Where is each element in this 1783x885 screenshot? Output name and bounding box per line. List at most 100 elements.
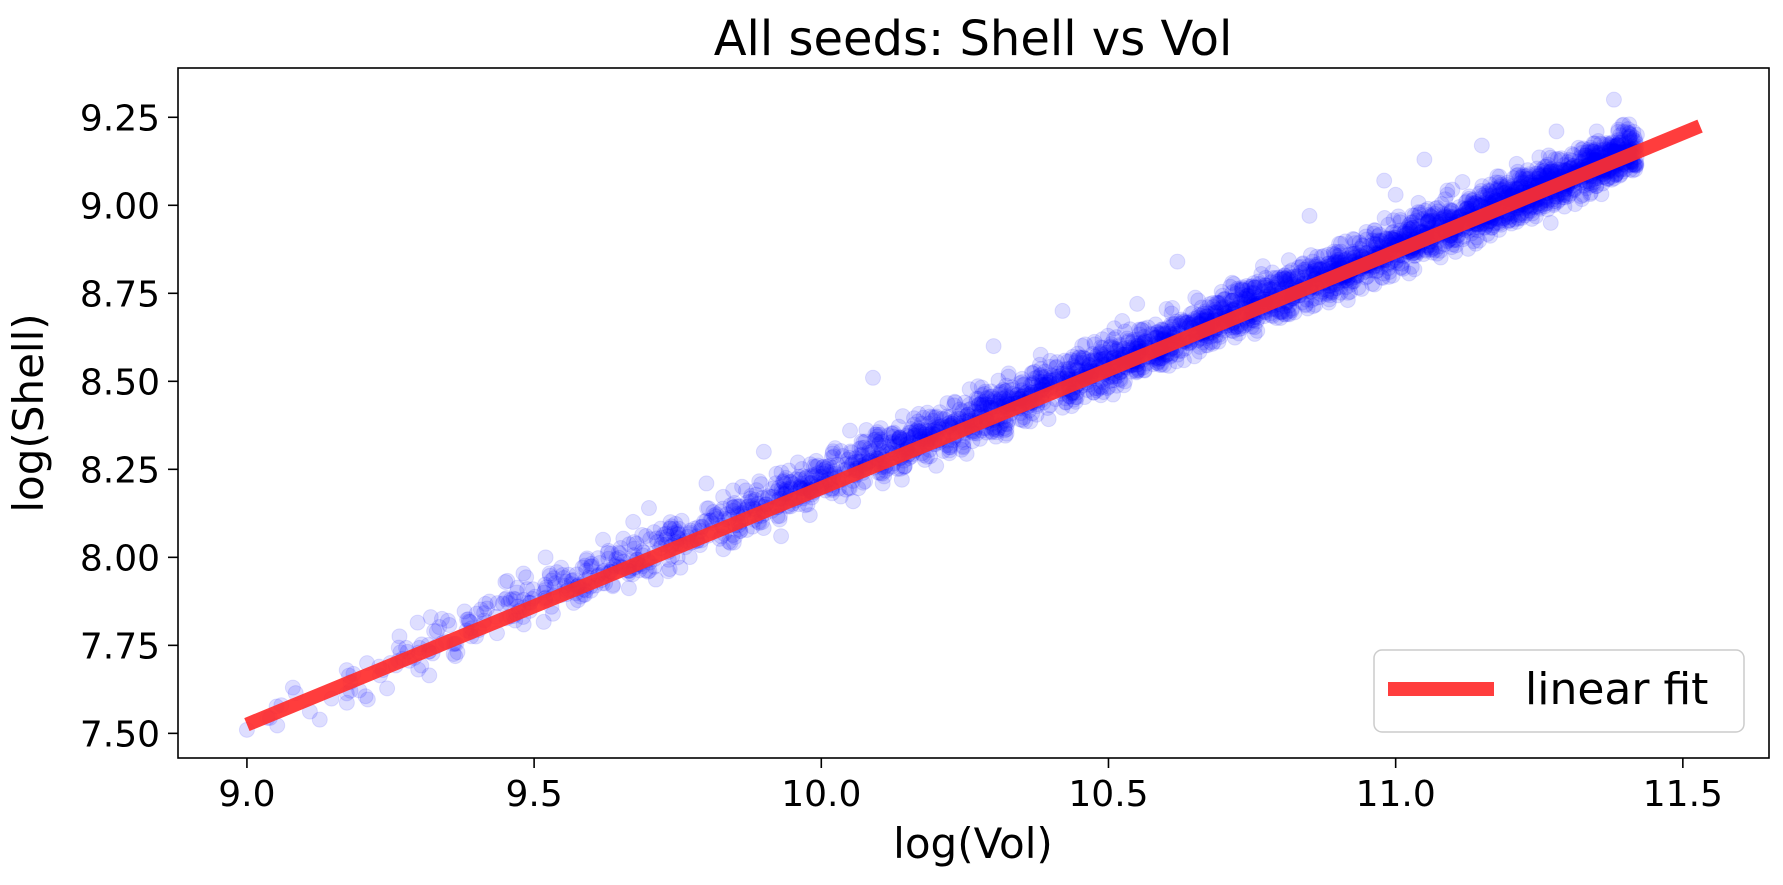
scatter-point xyxy=(1437,191,1454,208)
fit-line xyxy=(244,119,1703,732)
scatter-point xyxy=(1030,373,1047,390)
y-tick-label: 9.25 xyxy=(80,98,160,139)
y-tick-label: 7.50 xyxy=(80,714,160,755)
scatter-point xyxy=(1034,369,1051,386)
x-axis-title: log(Vol) xyxy=(893,819,1053,868)
scatter-point xyxy=(1329,244,1346,261)
scatter-point xyxy=(990,372,1007,389)
scatter-point xyxy=(1076,389,1093,406)
scatter-point xyxy=(1169,253,1186,270)
scatter-point xyxy=(1402,220,1419,237)
scatter-point xyxy=(1247,279,1264,296)
scatter-point xyxy=(447,648,464,665)
scatter-point xyxy=(1482,188,1499,205)
scatter-point xyxy=(1403,214,1420,231)
scatter-point xyxy=(1548,123,1565,140)
scatter-point xyxy=(936,411,953,428)
y-tick-label: 8.75 xyxy=(80,274,160,315)
scatter-point xyxy=(1427,200,1444,217)
scatter-point xyxy=(1345,245,1362,262)
scatter-point xyxy=(1513,209,1530,226)
scatter-point xyxy=(815,458,832,475)
scatter-point xyxy=(910,405,927,422)
scatter-point xyxy=(1042,367,1059,384)
scatter-point xyxy=(1329,251,1346,268)
scatter-point xyxy=(725,482,742,499)
scatter-point xyxy=(1432,242,1449,259)
scatter-point xyxy=(625,513,642,530)
scatter-point xyxy=(1619,121,1636,138)
scatter-point xyxy=(871,426,888,443)
scatter-point xyxy=(1172,315,1189,332)
y-tick-label: 8.00 xyxy=(80,538,160,579)
scatter-point xyxy=(712,503,729,520)
scatter-point xyxy=(956,394,973,411)
scatter-point xyxy=(942,408,959,425)
scatter-point xyxy=(1205,333,1222,350)
scatter-point xyxy=(1596,136,1613,153)
scatter-point xyxy=(1045,368,1062,385)
scatter-point xyxy=(1031,356,1048,373)
scatter-point xyxy=(1495,181,1512,198)
scatter-point xyxy=(422,609,439,626)
scatter-point xyxy=(928,457,945,474)
fit-line-layer xyxy=(244,119,1703,732)
scatter-point xyxy=(826,448,843,465)
scatter-point xyxy=(1175,314,1192,331)
scatter-point xyxy=(911,423,928,440)
scatter-point xyxy=(1367,222,1384,239)
scatter-point xyxy=(1549,161,1566,178)
scatter-point xyxy=(976,385,993,402)
scatter-point xyxy=(1342,283,1359,300)
y-axis: 7.50 7.75 8.00 8.25 8.50 8.75 9.00 9.25 xyxy=(80,98,178,755)
legend: linear fit xyxy=(1373,649,1745,733)
scatter-point xyxy=(803,467,820,484)
scatter-point xyxy=(1278,270,1295,287)
scatter-point xyxy=(1293,258,1310,275)
scatter-point xyxy=(1100,378,1117,395)
scatter-point xyxy=(898,427,915,444)
scatter-point xyxy=(891,430,908,447)
scatter-point xyxy=(1613,134,1630,151)
scatter-point xyxy=(544,605,561,622)
scatter-point xyxy=(1573,191,1590,208)
chart-title: All seeds: Shell vs Vol xyxy=(714,11,1233,67)
scatter-point xyxy=(1627,161,1644,178)
x-axis: 9.0 9.5 10.0 10.5 11.0 11.5 xyxy=(218,758,1723,815)
scatter-point xyxy=(1054,302,1071,319)
scatter-point xyxy=(1582,184,1599,201)
scatter-point xyxy=(670,520,687,537)
scatter-point xyxy=(1420,206,1437,223)
scatter-point xyxy=(715,488,732,505)
scatter-point xyxy=(1230,325,1247,342)
scatter-point xyxy=(1433,195,1450,212)
scatter-point xyxy=(1307,260,1324,277)
scatter-point xyxy=(1216,290,1233,307)
scatter-point xyxy=(441,617,458,634)
scatter-point xyxy=(806,467,823,484)
scatter-point xyxy=(801,507,818,524)
scatter-point xyxy=(1378,230,1395,247)
scatter-point xyxy=(1598,135,1615,152)
scatter-point xyxy=(647,571,664,588)
scatter-point xyxy=(590,550,607,567)
scatter-point xyxy=(842,422,859,439)
scatter-point xyxy=(864,369,881,386)
scatter-point xyxy=(748,482,765,499)
legend-fit-label: linear fit xyxy=(1525,664,1708,715)
scatter-point xyxy=(1466,195,1483,212)
scatter-point xyxy=(1320,246,1337,263)
scatter-point xyxy=(755,443,772,460)
scatter-point xyxy=(456,603,473,620)
scatter-point xyxy=(1531,167,1548,184)
scatter-point xyxy=(1056,352,1073,369)
scatter-point xyxy=(706,507,723,524)
scatter-point xyxy=(1574,144,1591,161)
scatter-point xyxy=(1234,279,1251,296)
scatter-point xyxy=(1217,291,1234,308)
x-tick-label: 11.5 xyxy=(1643,774,1723,815)
scatter-point xyxy=(1273,271,1290,288)
scatter-point xyxy=(1519,162,1536,179)
scatter-point xyxy=(1041,358,1058,375)
y-tick-label: 7.75 xyxy=(80,626,160,667)
